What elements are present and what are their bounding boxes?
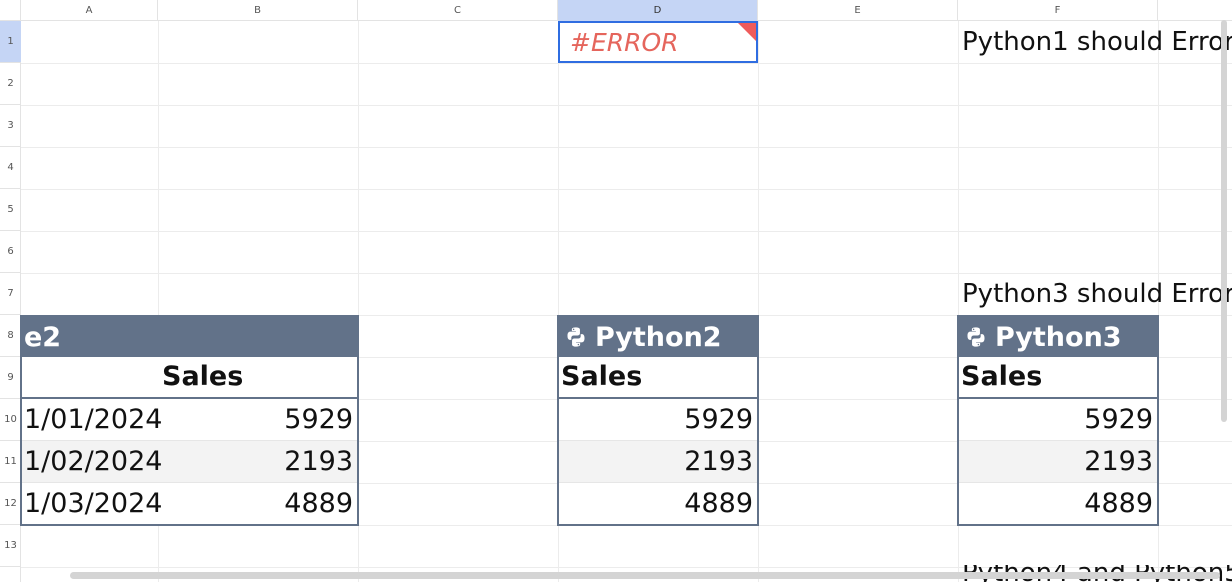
sales-cell: 2193 <box>1084 446 1153 477</box>
selected-cell-d1[interactable]: #ERROR <box>558 21 758 63</box>
cell-f7-note[interactable]: Python3 should Error <box>962 279 1232 309</box>
sales-cell: 2193 <box>684 446 753 477</box>
grid-line <box>758 21 759 582</box>
row-header-5[interactable]: 5 <box>0 189 21 231</box>
row-header-13[interactable]: 13 <box>0 525 21 567</box>
grid-line <box>21 273 1232 274</box>
date-cell: 1/01/2024 <box>24 404 163 435</box>
grid-line <box>21 147 1232 148</box>
column-header-d[interactable]: D <box>558 0 758 21</box>
column-header-bar: A B C D E F <box>0 0 1232 21</box>
table-title-bar[interactable]: Python2 <box>559 317 757 357</box>
column-header-sales[interactable]: Sales <box>961 361 1043 392</box>
horizontal-scrollbar[interactable] <box>70 572 1220 579</box>
sales-cell: 5929 <box>1084 404 1153 435</box>
row-header-11[interactable]: 11 <box>0 441 21 483</box>
table-row[interactable]: 5929 <box>559 399 757 441</box>
table-title: Python2 <box>595 321 722 353</box>
table-title-bar[interactable]: Python3 <box>959 317 1157 357</box>
cell-f1-note[interactable]: Python1 should Error <box>962 27 1232 57</box>
grid-line <box>158 21 159 582</box>
row-header-10[interactable]: 10 <box>0 399 21 441</box>
sales-cell: 5929 <box>684 404 753 435</box>
sales-cell: 4889 <box>1084 488 1153 519</box>
sales-cell: 5929 <box>284 404 353 435</box>
column-header-f[interactable]: F <box>958 0 1158 21</box>
grid-line <box>21 63 1232 64</box>
row-header-2[interactable]: 2 <box>0 63 21 105</box>
grid-line <box>21 231 1232 232</box>
grid-line <box>21 105 1232 106</box>
table-row[interactable]: 4889 <box>559 483 757 525</box>
sales-cell: 4889 <box>684 488 753 519</box>
table-title: Python3 <box>995 321 1122 353</box>
grid-line <box>1158 21 1159 582</box>
column-header-a[interactable]: A <box>21 0 158 21</box>
column-header-b[interactable]: B <box>158 0 358 21</box>
error-indicator-icon[interactable] <box>738 23 756 41</box>
row-header-9[interactable]: 9 <box>0 357 21 399</box>
error-value: #ERROR <box>570 27 679 57</box>
table-row[interactable]: 4889 <box>959 483 1157 525</box>
sales-cell: 4889 <box>284 488 353 519</box>
table-header-row: Sales <box>959 357 1157 399</box>
grid-line <box>358 21 359 582</box>
grid-line <box>21 189 1232 190</box>
data-table-python2[interactable]: Python2 Sales 5929 2193 4889 <box>557 315 759 526</box>
table-row[interactable]: 1/01/2024 5929 <box>22 399 357 441</box>
row-header-7[interactable]: 7 <box>0 273 21 315</box>
row-header-1[interactable]: 1 <box>0 21 21 63</box>
sales-cell: 2193 <box>284 446 353 477</box>
row-header-4[interactable]: 4 <box>0 147 21 189</box>
table-title[interactable]: e2 <box>22 317 357 357</box>
date-cell: 1/02/2024 <box>24 446 163 477</box>
table-header-row: Sales <box>22 357 357 399</box>
data-table-python3[interactable]: Python3 Sales 5929 2193 4889 <box>957 315 1159 526</box>
grid-line <box>958 21 959 582</box>
table-row[interactable]: 1/02/2024 2193 <box>22 441 357 483</box>
data-table-1[interactable]: e2 Sales 1/01/2024 5929 1/02/2024 2193 1… <box>20 315 359 526</box>
row-header-3[interactable]: 3 <box>0 105 21 147</box>
row-header-bar: 1 2 3 4 5 6 7 8 9 10 11 12 13 <box>0 21 21 582</box>
grid-line <box>558 21 559 582</box>
grid-line <box>21 567 1232 568</box>
python-icon <box>967 327 985 347</box>
table-row[interactable]: 1/03/2024 4889 <box>22 483 357 525</box>
column-header-sales[interactable]: Sales <box>162 361 244 392</box>
date-cell: 1/03/2024 <box>24 488 163 519</box>
vertical-scrollbar[interactable] <box>1221 20 1227 422</box>
column-header-c[interactable]: C <box>358 0 558 21</box>
table-row[interactable]: 2193 <box>959 441 1157 483</box>
table-row[interactable]: 2193 <box>559 441 757 483</box>
column-header-sales[interactable]: Sales <box>561 361 643 392</box>
row-header-6[interactable]: 6 <box>0 231 21 273</box>
row-header-12[interactable]: 12 <box>0 483 21 525</box>
python-icon <box>567 327 585 347</box>
select-all-corner[interactable] <box>0 0 21 21</box>
row-header-8[interactable]: 8 <box>0 315 21 357</box>
table-header-row: Sales <box>559 357 757 399</box>
table-row[interactable]: 5929 <box>959 399 1157 441</box>
column-header-e[interactable]: E <box>758 0 958 21</box>
